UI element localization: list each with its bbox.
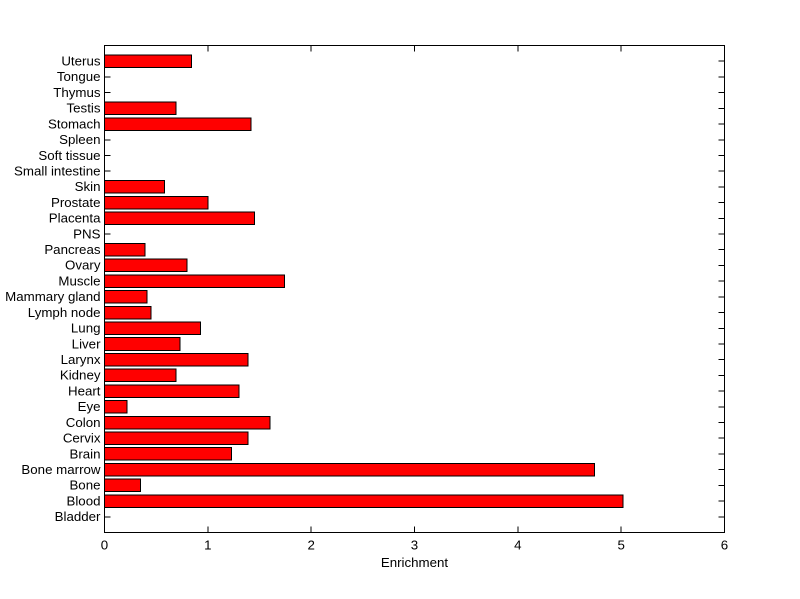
svg-text:Heart: Heart [68, 383, 101, 398]
svg-text:Blood: Blood [66, 493, 100, 508]
svg-text:Testis: Testis [67, 101, 101, 116]
svg-text:Soft tissue: Soft tissue [38, 148, 100, 163]
svg-text:Liver: Liver [72, 336, 101, 351]
svg-text:Colon: Colon [66, 415, 101, 430]
svg-text:Mammary gland: Mammary gland [5, 289, 100, 304]
svg-text:Cervix: Cervix [63, 431, 101, 446]
svg-text:Placenta: Placenta [49, 211, 101, 226]
svg-text:6: 6 [721, 537, 728, 552]
svg-text:Larynx: Larynx [61, 352, 101, 367]
svg-text:Skin: Skin [75, 179, 101, 194]
svg-text:Ovary: Ovary [65, 258, 101, 273]
svg-text:Enrichment: Enrichment [381, 555, 449, 570]
svg-text:Pancreas: Pancreas [44, 242, 101, 257]
svg-text:Bone marrow: Bone marrow [21, 462, 100, 477]
svg-text:Bladder: Bladder [55, 509, 101, 524]
svg-text:Kidney: Kidney [60, 368, 101, 383]
svg-text:Bone: Bone [69, 478, 100, 493]
svg-text:Small intestine: Small intestine [14, 163, 100, 178]
svg-text:Prostate: Prostate [51, 195, 101, 210]
svg-text:Thymus: Thymus [53, 85, 101, 100]
svg-text:Eye: Eye [78, 399, 101, 414]
svg-text:Uterus: Uterus [61, 54, 101, 69]
svg-text:Tongue: Tongue [57, 69, 101, 84]
svg-text:0: 0 [101, 537, 108, 552]
svg-text:5: 5 [617, 537, 624, 552]
svg-text:3: 3 [411, 537, 418, 552]
svg-text:Stomach: Stomach [48, 116, 100, 131]
svg-text:PNS: PNS [73, 226, 100, 241]
svg-text:Muscle: Muscle [58, 273, 100, 288]
svg-text:1: 1 [204, 537, 211, 552]
svg-text:Lung: Lung [71, 321, 101, 336]
svg-text:4: 4 [514, 537, 521, 552]
svg-text:2: 2 [307, 537, 314, 552]
svg-text:Lymph node: Lymph node [28, 305, 101, 320]
svg-text:Brain: Brain [69, 446, 100, 461]
svg-text:Spleen: Spleen [59, 132, 100, 147]
